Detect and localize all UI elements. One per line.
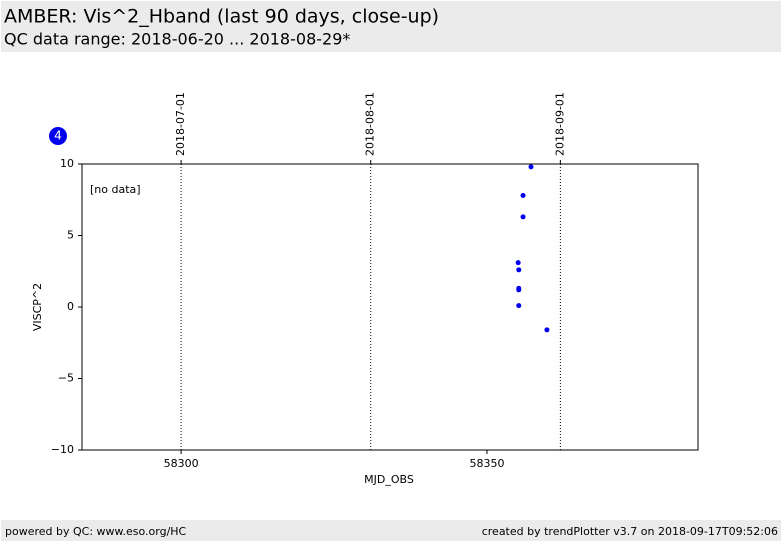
plot-frame bbox=[81, 163, 699, 451]
point bbox=[528, 164, 534, 170]
x2-tick-label: 2018-08-01 bbox=[364, 92, 377, 156]
subtitle: QC data range: 2018-06-20 ... 2018-08-29… bbox=[4, 30, 350, 49]
y-tick-label: −5 bbox=[58, 372, 74, 385]
header-bg bbox=[1, 1, 781, 52]
y-tick-label: 5 bbox=[67, 229, 74, 242]
point bbox=[516, 303, 522, 309]
annotation: [no data] bbox=[90, 183, 141, 196]
point bbox=[516, 287, 522, 293]
footer-left: powered by QC: www.eso.org/HC bbox=[5, 525, 187, 538]
footer-right: created by trendPlotter v3.7 on 2018-09-… bbox=[482, 525, 778, 538]
x2-tick-label: 2018-07-01 bbox=[174, 92, 187, 156]
point bbox=[516, 267, 522, 273]
y-tick-label: 0 bbox=[67, 300, 74, 313]
x-tick-label: 58350 bbox=[469, 457, 504, 470]
point bbox=[544, 327, 550, 333]
badge bbox=[49, 127, 67, 145]
point bbox=[520, 192, 526, 198]
badge-text: 4 bbox=[54, 129, 62, 143]
y-tick-label: 10 bbox=[60, 157, 74, 170]
point bbox=[515, 260, 521, 266]
footer-bg bbox=[1, 520, 781, 541]
title: AMBER: Vis^2_Hband (last 90 days, close-… bbox=[4, 6, 439, 28]
y-axis-label: VISCP^2 bbox=[31, 283, 44, 331]
x-axis-label: MJD_OBS bbox=[364, 473, 414, 486]
y-tick-label: −10 bbox=[51, 443, 74, 456]
point bbox=[520, 214, 526, 220]
x2-tick-label: 2018-09-01 bbox=[553, 92, 566, 156]
x-tick-label: 58300 bbox=[164, 457, 199, 470]
